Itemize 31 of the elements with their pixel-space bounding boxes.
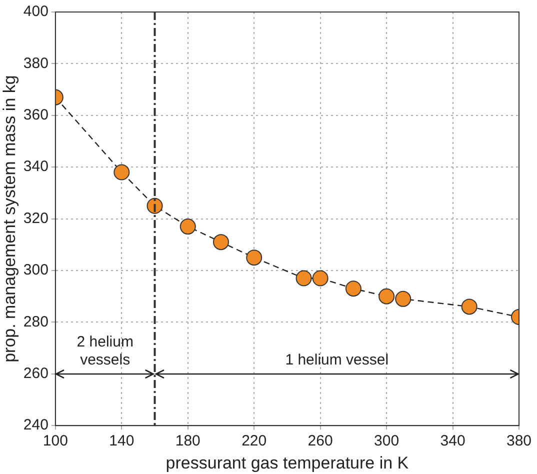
annotation: 2 helium vessels xyxy=(76,334,134,369)
point xyxy=(461,298,478,315)
point xyxy=(312,270,328,286)
point xyxy=(395,290,412,307)
x-tick-label: 100 xyxy=(42,432,68,450)
x-tick-label: 220 xyxy=(242,432,267,450)
point xyxy=(378,288,395,304)
y-tick-label: 280 xyxy=(23,313,48,330)
y-tick-label: 320 xyxy=(23,210,48,227)
x-tick-label: 380 xyxy=(506,432,532,450)
y-tick-label: 260 xyxy=(23,365,48,382)
annotation: 1 helium vessel xyxy=(285,352,389,369)
y-tick-label: 340 xyxy=(23,158,48,176)
y-tick-label: 240 xyxy=(23,416,48,434)
point xyxy=(345,280,362,297)
x-tick-label: 180 xyxy=(175,432,200,450)
point xyxy=(180,218,196,235)
y-tick-label: 360 xyxy=(23,106,48,124)
x-tick-label: 260 xyxy=(308,432,333,450)
point xyxy=(212,234,229,250)
y-axis-title: prop. management system mass in kg xyxy=(0,75,19,362)
point xyxy=(114,164,130,180)
y-tick-label: 300 xyxy=(23,262,48,279)
point xyxy=(246,250,262,266)
x-tick-label: 340 xyxy=(440,432,466,450)
x-axis-title: pressurant gas temperature in K xyxy=(166,453,410,472)
point xyxy=(296,270,312,286)
y-tick-label: 380 xyxy=(23,54,48,72)
y-tick-label: 400 xyxy=(23,3,48,20)
x-tick-label: 140 xyxy=(109,432,134,450)
x-tick-label: 300 xyxy=(374,432,400,450)
